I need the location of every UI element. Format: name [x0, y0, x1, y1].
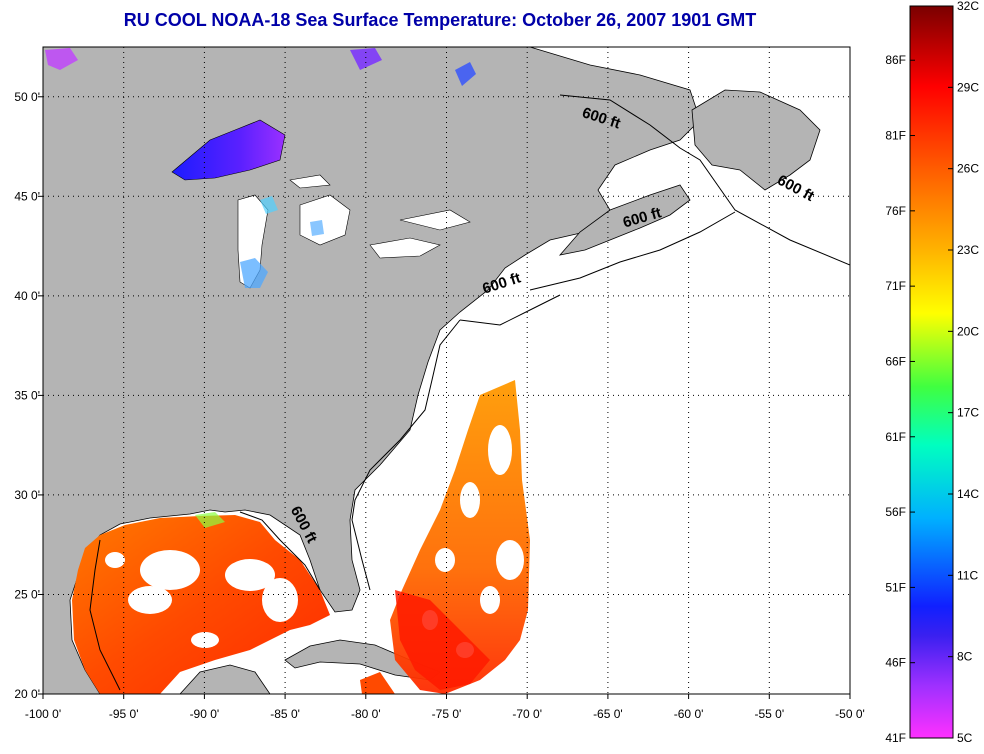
- northwest-sst-specks: [45, 48, 78, 70]
- nova-scotia-land: [558, 184, 691, 256]
- gulf-of-mexico-sst: [72, 515, 330, 694]
- celsius-label: 26C: [957, 162, 979, 176]
- fahrenheit-label: 41F: [885, 731, 906, 745]
- celsius-label: 23C: [957, 243, 979, 257]
- colorbar-ticks: [910, 5, 953, 739]
- celsius-label: 8C: [957, 650, 973, 664]
- gulf-cloud-gaps: [105, 550, 298, 648]
- map-title: RU COOL NOAA-18 Sea Surface Temperature:…: [123, 10, 757, 30]
- bahamas-warm-sst: [395, 590, 490, 690]
- y-tick-label: 20 0': [14, 687, 40, 701]
- caribbean-sst: [360, 672, 395, 694]
- y-tick-label: 25 0': [14, 587, 40, 601]
- great-lakes: [237, 174, 471, 289]
- y-tick-label: 45 0': [14, 189, 40, 203]
- depth-contour-600ft: [89, 94, 850, 691]
- north-lake-sst: [350, 48, 382, 70]
- x-tick-label: -65 0': [593, 707, 623, 721]
- newfoundland-land: [691, 89, 821, 191]
- x-tick-label: -55 0': [754, 707, 784, 721]
- celsius-label: 20C: [957, 324, 979, 338]
- gulf-shelf-green: [195, 512, 225, 528]
- fahrenheit-label: 46F: [885, 656, 906, 670]
- celsius-label: 11C: [957, 568, 978, 582]
- y-tick-label: 40 0': [14, 289, 40, 303]
- fahrenheit-label: 61F: [885, 430, 906, 444]
- lake-huron-sst: [310, 220, 324, 236]
- colorbar-labels: 32C 29C 26C 23C 20C 17C 14C 11C 8C 5C 86F 81F 76F 71F…: [885, 0, 979, 745]
- atlantic-cloud-gaps: [422, 425, 524, 658]
- axis-ticks: [38, 96, 851, 699]
- y-tick-label: 50 0': [14, 90, 40, 104]
- x-tick-label: -95 0': [109, 707, 139, 721]
- north-lake-sst-2: [455, 62, 476, 86]
- fahrenheit-label: 71F: [885, 279, 906, 293]
- celsius-label: 32C: [957, 0, 979, 13]
- fahrenheit-label: 86F: [885, 53, 906, 67]
- y-tick-label: 30 0': [14, 488, 40, 502]
- x-tick-label: -60 0': [674, 707, 704, 721]
- yucatan-land: [179, 664, 271, 694]
- x-tick-label: -50 0': [835, 707, 865, 721]
- x-tick-label: -85 0': [270, 707, 300, 721]
- celsius-label: 5C: [957, 731, 973, 745]
- lake-michigan-top-sst: [260, 196, 278, 214]
- x-tick-label: -90 0': [190, 707, 220, 721]
- x-tick-label: -70 0': [512, 707, 542, 721]
- celsius-label: 17C: [957, 406, 979, 420]
- x-tick-label: -100 0': [25, 707, 61, 721]
- lake-michigan-sst: [240, 258, 268, 288]
- x-tick-label: -80 0': [351, 707, 381, 721]
- fahrenheit-label: 56F: [885, 505, 906, 519]
- y-tick-label: 35 0': [14, 388, 40, 402]
- x-tick-label: -75 0': [432, 707, 462, 721]
- fahrenheit-label: 66F: [885, 354, 906, 368]
- celsius-label: 29C: [957, 80, 979, 94]
- fahrenheit-label: 76F: [885, 204, 906, 218]
- fahrenheit-label: 81F: [885, 129, 906, 143]
- lake-superior-sst: [171, 119, 286, 181]
- fahrenheit-label: 51F: [885, 580, 906, 594]
- colorbar-gradient: [909, 5, 954, 739]
- celsius-label: 14C: [957, 487, 979, 501]
- axis-labels: -100 0' -95 0' -90 0' -85 0' -80 0' -75 0' -70…: [14, 90, 864, 721]
